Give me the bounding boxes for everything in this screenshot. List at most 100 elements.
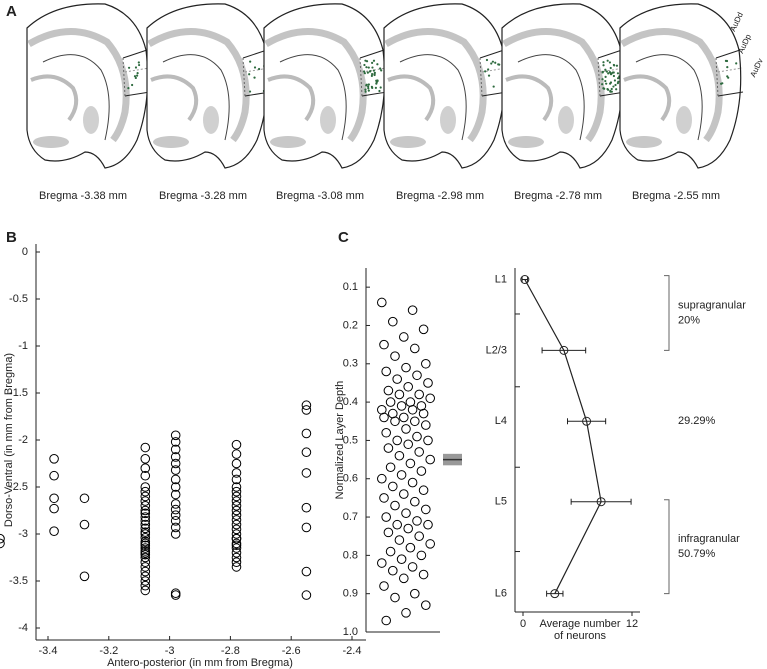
- neuron-dot: [136, 72, 139, 75]
- point: [301, 590, 312, 600]
- y-tick-label: -1: [18, 340, 28, 352]
- point: [394, 450, 405, 461]
- neuron-dot: [135, 74, 139, 77]
- white-matter: [264, 28, 367, 143]
- point: [520, 274, 530, 284]
- point: [231, 515, 242, 525]
- neuron-dot: [604, 75, 607, 78]
- point: [401, 608, 411, 618]
- neuron-dot: [484, 70, 487, 73]
- point: [231, 552, 242, 563]
- gray-region: [320, 106, 336, 134]
- point: [390, 351, 400, 361]
- brain-section: [619, 3, 744, 169]
- point: [377, 473, 387, 484]
- y-tick-label: -3: [18, 528, 28, 540]
- point: [377, 297, 387, 308]
- neuron-dot: [609, 90, 612, 93]
- panel-label: B: [6, 229, 17, 246]
- point: [412, 370, 422, 381]
- point: [231, 529, 242, 539]
- point: [383, 443, 394, 453]
- point: [231, 439, 242, 450]
- cortex-line: [399, 54, 467, 141]
- y-axis-label: Dorso-Ventral (in mm from Bregma): [3, 353, 15, 527]
- neuron-dot: [363, 70, 366, 73]
- area-border: [717, 67, 743, 73]
- neuron-dot: [494, 61, 497, 64]
- neuron-dot: [497, 63, 500, 66]
- neuron-dot: [365, 84, 368, 87]
- gray-region: [153, 136, 189, 148]
- point: [425, 454, 436, 465]
- point: [231, 543, 242, 553]
- y-tick-label: -3.5: [9, 575, 28, 587]
- neuron-dot: [131, 83, 134, 87]
- point: [412, 431, 422, 442]
- point: [79, 493, 90, 504]
- point: [231, 557, 242, 568]
- point: [140, 516, 151, 526]
- y-tick-label: -0.5: [9, 293, 28, 305]
- x-tick-label: -3.4: [39, 645, 58, 657]
- point: [559, 345, 569, 355]
- point: [401, 424, 411, 434]
- neuron-dot: [487, 74, 491, 77]
- neuron-dot: [379, 67, 382, 70]
- point: [140, 566, 151, 577]
- neuron-dot: [134, 76, 137, 80]
- brain-section: [26, 3, 151, 169]
- gray-region: [270, 136, 306, 148]
- point: [423, 435, 433, 446]
- x-axis-label: Antero-posterior (in mm from Bregma): [107, 657, 293, 669]
- neuron-dot: [374, 86, 377, 89]
- point: [170, 499, 181, 509]
- panel-label: A: [6, 3, 17, 20]
- annotation: 20%: [678, 314, 700, 326]
- area-label: AuDp: [736, 32, 753, 54]
- area-border: [361, 91, 388, 97]
- point: [394, 535, 405, 545]
- point: [410, 496, 420, 507]
- point: [170, 452, 181, 462]
- point: [140, 519, 151, 530]
- brain-section: [383, 3, 508, 169]
- point: [170, 430, 181, 441]
- point: [140, 512, 151, 522]
- point: [170, 516, 181, 526]
- neuron-dot: [367, 85, 370, 88]
- point: [140, 549, 151, 560]
- point: [170, 504, 181, 515]
- x-tick-label: -2.6: [282, 645, 301, 657]
- gray-region: [390, 136, 426, 148]
- point: [421, 504, 431, 515]
- neuron-dot: [364, 88, 367, 91]
- neuron-dot: [367, 66, 370, 69]
- y-tick-label: 0.1: [343, 281, 358, 293]
- point: [231, 449, 242, 459]
- neuron-dot: [134, 66, 138, 69]
- neuron-dot: [604, 79, 607, 83]
- gray-region: [676, 106, 692, 134]
- point: [381, 366, 392, 377]
- y-tick-label: -2: [18, 434, 28, 446]
- neuron-dot: [605, 82, 608, 85]
- point: [140, 562, 151, 572]
- section-label: Bregma -3.08 mm: [276, 190, 364, 202]
- area-border: [359, 49, 385, 59]
- point: [231, 562, 242, 572]
- point: [418, 408, 429, 419]
- point: [231, 548, 242, 558]
- point: [140, 552, 151, 563]
- section-label: Bregma -2.78 mm: [514, 190, 602, 202]
- point: [79, 519, 90, 530]
- neuron-dot: [127, 87, 130, 90]
- y-tick-label: -2.5: [9, 481, 28, 493]
- area-border: [717, 91, 744, 97]
- point: [388, 481, 398, 492]
- point: [49, 526, 59, 536]
- area-label: AuDd: [728, 11, 745, 33]
- white-matter: [384, 28, 487, 143]
- neuron-dot: [612, 74, 616, 78]
